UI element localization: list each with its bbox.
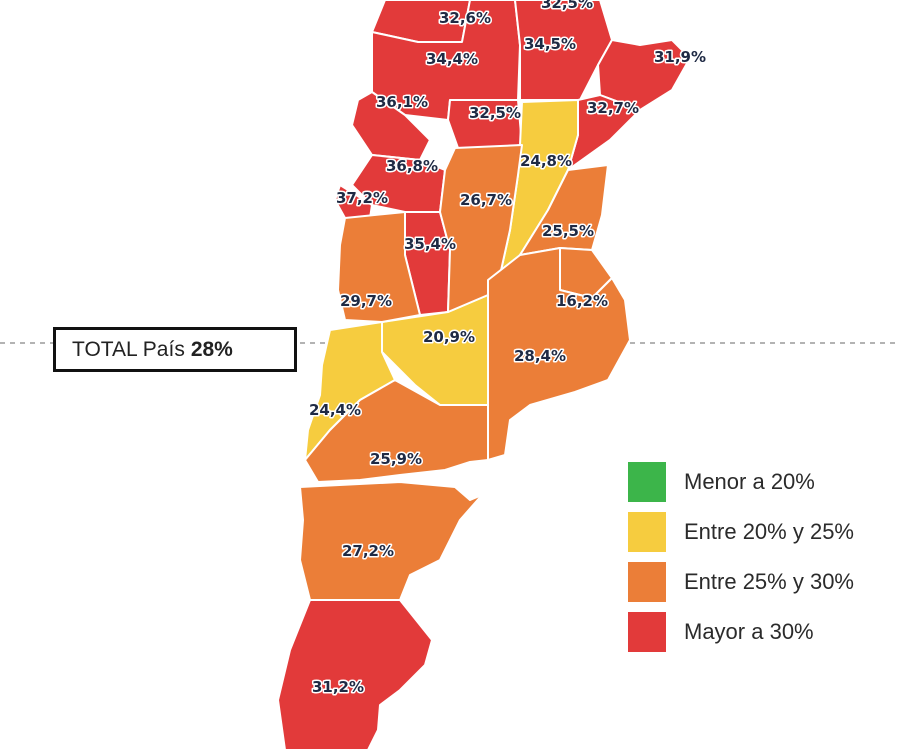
label-la-rioja: 37,2% <box>336 189 388 207</box>
legend-swatch-orange <box>628 562 666 602</box>
label-formosa: 34,5% <box>524 35 576 53</box>
label-jujuy: 32,6% <box>439 9 491 27</box>
total-value: 28% <box>190 337 233 361</box>
legend-item-low: Menor a 20% <box>628 458 854 506</box>
label-tucuman: 36,8% <box>386 157 438 175</box>
label-san-luis: 20,9% <box>423 328 475 346</box>
province-labels: 32,6% 32,5% 34,4% 34,5% 31,9% 36,1% 32,5… <box>307 0 707 698</box>
province-chubut[interactable] <box>299 481 483 601</box>
label-chaco: 32,5% <box>469 104 521 122</box>
label-catamarca: 36,1% <box>376 93 428 111</box>
total-label: TOTAL País <box>72 337 185 361</box>
label-santiago: 35,4% <box>404 235 456 253</box>
legend-label: Menor a 20% <box>684 469 815 494</box>
label-caba: 16,2% <box>556 292 608 310</box>
province-misiones[interactable] <box>597 39 691 111</box>
legend-item-mid: Entre 20% y 25% <box>628 508 854 556</box>
legend-swatch-green <box>628 462 666 502</box>
legend-label: Entre 25% y 30% <box>684 569 854 594</box>
legend: Menor a 20% Entre 20% y 25% Entre 25% y … <box>628 458 854 658</box>
legend-label: Mayor a 30% <box>684 619 814 644</box>
label-chubut: 27,2% <box>342 542 394 560</box>
province-san-juan[interactable] <box>337 211 421 323</box>
legend-label: Entre 20% y 25% <box>684 519 854 544</box>
province-santa-cruz[interactable] <box>277 599 433 750</box>
label-santa-cruz: 31,2% <box>312 678 364 696</box>
label-salta: 32,5% <box>541 0 593 12</box>
label-santa-fe: 24,8% <box>520 152 572 170</box>
legend-item-midhigh: Entre 25% y 30% <box>628 558 854 606</box>
label-cordoba: 26,7% <box>460 191 512 209</box>
province-la-pampa[interactable] <box>304 379 489 483</box>
legend-swatch-red <box>628 612 666 652</box>
legend-swatch-yellow <box>628 512 666 552</box>
total-country-box: TOTAL País 28% <box>53 327 297 372</box>
label-salta-2: 34,4% <box>426 50 478 68</box>
label-san-juan: 29,7% <box>340 292 392 310</box>
label-corrientes: 32,7% <box>587 99 639 117</box>
label-entre-rios: 25,5% <box>542 222 594 240</box>
province-formosa[interactable] <box>514 0 613 101</box>
legend-item-high: Mayor a 30% <box>628 608 854 656</box>
label-misiones: 31,9% <box>654 48 706 66</box>
label-buenos-aires: 28,4% <box>514 347 566 365</box>
label-la-pampa: 25,9% <box>370 450 422 468</box>
label-mendoza: 24,4% <box>309 401 361 419</box>
